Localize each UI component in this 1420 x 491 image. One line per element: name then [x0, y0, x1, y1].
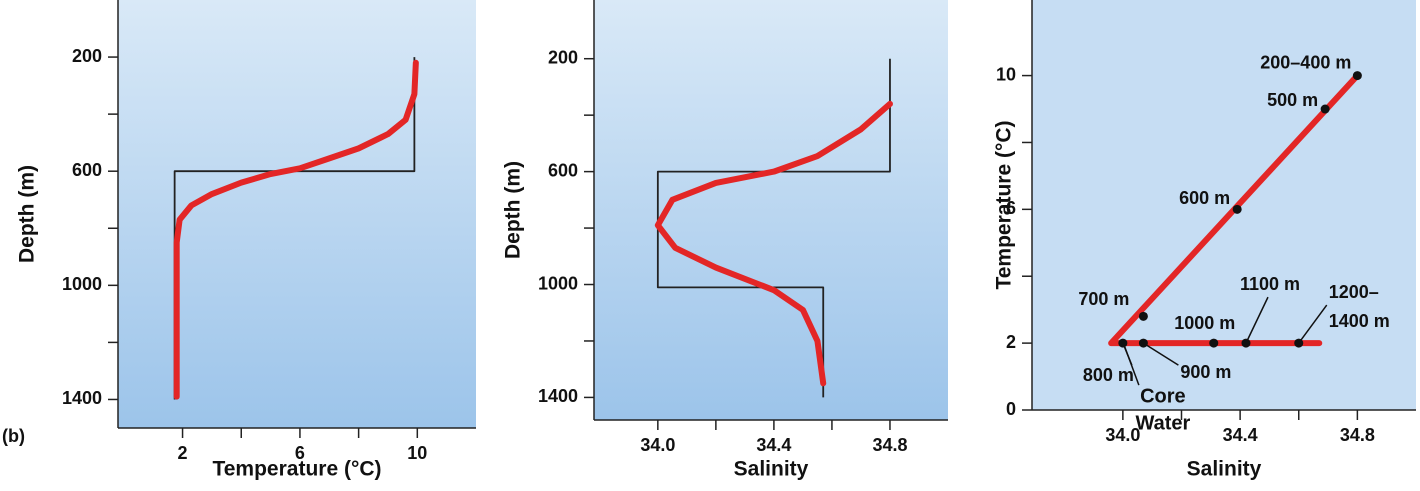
y-tick-label: 600: [548, 160, 578, 180]
y-axis-title: Depth (m): [16, 165, 39, 263]
x-tick-label: 34.0: [1105, 425, 1140, 445]
y-tick-label: 2: [1006, 332, 1016, 352]
leader-line: [1245, 296, 1269, 344]
x-axis-title: Salinity: [734, 458, 809, 481]
point-label: 1200–: [1329, 282, 1379, 302]
y-tick-label: 1400: [62, 388, 102, 408]
y-tick-label: 0: [1006, 399, 1016, 419]
x-tick-label: 34.4: [1223, 425, 1258, 445]
x-tick-label: 34.4: [756, 435, 791, 455]
annotation: Water: [1135, 412, 1190, 434]
y-tick-label: 200: [548, 47, 578, 67]
y-axis-title: Temperature (°C): [993, 120, 1016, 289]
point-label: 200–400 m: [1260, 52, 1351, 72]
data-point: [1118, 338, 1128, 348]
series-line: [654, 100, 893, 387]
data-point: [1138, 311, 1148, 321]
x-tick-label: 10: [407, 443, 427, 463]
y-axis-title: Depth (m): [502, 161, 525, 259]
annotation: Core: [1140, 385, 1186, 407]
x-axis-title: Salinity: [1187, 458, 1262, 481]
point-label: 1000 m: [1174, 313, 1235, 333]
y-tick-label: 600: [72, 160, 102, 180]
data-point: [1209, 338, 1219, 348]
leader-line: [1298, 304, 1328, 344]
point-label: 600 m: [1179, 188, 1230, 208]
x-tick-label: 34.8: [872, 435, 907, 455]
y-tick-label: 1400: [538, 386, 578, 406]
point-label: 900 m: [1180, 362, 1231, 382]
y-tick-label: 10: [996, 64, 1016, 84]
point-label: 1400 m: [1329, 311, 1390, 331]
x-tick-label: 34.8: [1340, 425, 1375, 445]
leader-line: [1124, 346, 1140, 386]
point-label: 800 m: [1083, 365, 1134, 385]
y-tick-label: 6: [1006, 198, 1016, 218]
point-label: 700 m: [1078, 289, 1129, 309]
x-tick-label: 6: [295, 443, 305, 463]
x-tick-label: 2: [178, 443, 188, 463]
x-axis-title: Temperature (°C): [212, 458, 381, 481]
x-tick-label: 34.0: [640, 435, 675, 455]
data-point: [1294, 338, 1304, 348]
y-tick-label: 1000: [62, 274, 102, 294]
point-label: 1100 m: [1240, 274, 1300, 294]
leader-line: [1142, 342, 1179, 366]
series-line: [173, 59, 419, 400]
panel-label: (b): [2, 426, 25, 446]
point-label: 500 m: [1267, 90, 1318, 110]
y-tick-label: 200: [72, 46, 102, 66]
plot-background: [594, 0, 948, 420]
data-point: [1138, 338, 1148, 348]
data-point: [1241, 338, 1251, 348]
y-tick-label: 1000: [538, 273, 578, 293]
data-point: [1320, 104, 1330, 114]
data-point: [1352, 71, 1362, 81]
plot-background: [118, 0, 476, 428]
data-point: [1232, 204, 1242, 214]
